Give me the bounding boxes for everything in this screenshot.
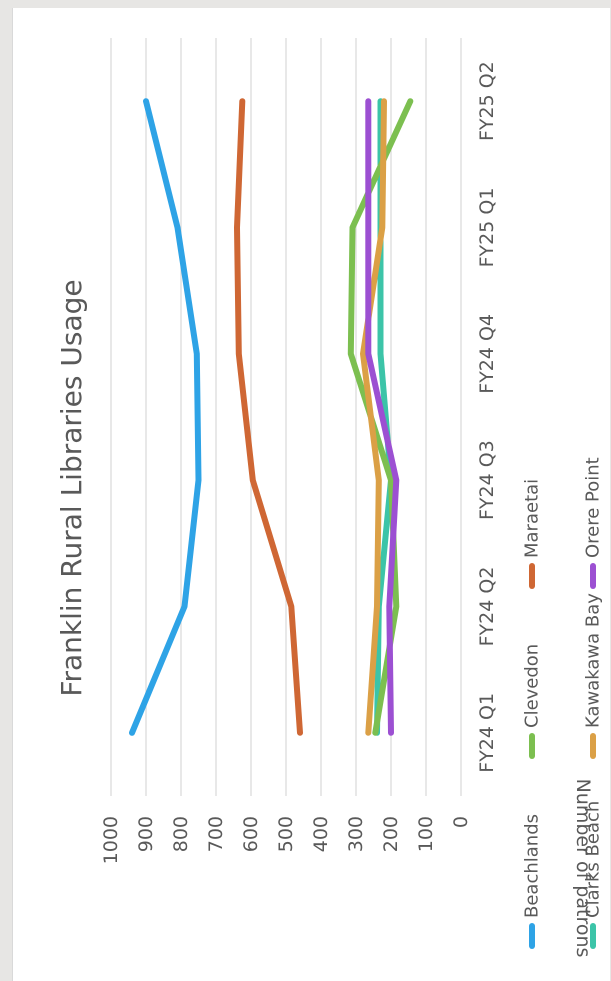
x-tick-label: FY24 Q1 [476, 693, 498, 773]
y-tick-label: 900 [135, 816, 157, 852]
y-tick-label: 200 [380, 816, 402, 852]
y-tick-label: 500 [275, 816, 297, 852]
gridlines [110, 38, 462, 796]
chart-title: Franklin Rural Libraries Usage [55, 279, 88, 696]
legend-label: Clarks Beach [583, 801, 604, 918]
y-tick-label: 600 [240, 816, 262, 852]
series-line-kawakawa-bay [360, 98, 387, 736]
y-tick-label: 1000 [100, 816, 122, 864]
x-tick-label: FY24 Q4 [476, 314, 498, 394]
x-tick-label: FY24 Q2 [476, 567, 498, 647]
x-axis-ticks: FY24 Q1 FY24 Q2 FY24 Q3 FY24 Q4 FY25 Q1 FY25 … [476, 61, 498, 772]
line-chart: 0 100 200 300 400 500 600 700 800 900 1000 FY24 Q1… [55, 38, 604, 958]
y-tick-label: 400 [310, 816, 332, 852]
chart-frame: 0 100 200 300 400 500 600 700 800 900 1000 FY24 Q1… [12, 8, 610, 981]
y-tick-label: 700 [205, 816, 227, 852]
legend-label: Orere Point [583, 457, 604, 558]
legend-label: Kawakawa Bay [583, 593, 604, 728]
series-lines [129, 98, 414, 736]
x-tick-label: FY24 Q3 [476, 440, 498, 520]
series-line-orere-point [365, 98, 400, 736]
y-tick-label: 800 [170, 816, 192, 852]
series-line-beachlands [129, 98, 202, 736]
y-axis-ticks: 0 100 200 300 400 500 600 700 800 900 1000 [100, 816, 472, 864]
y-tick-label: 300 [345, 816, 367, 852]
legend-label: Clevedon [522, 644, 543, 728]
series-line-maraetai [234, 98, 303, 736]
x-tick-label: FY25 Q2 [476, 61, 498, 141]
y-axis-title: Number of patrons [572, 779, 594, 958]
legend: Beachlands Clarks Beach Clevedon Kawakawa B… [522, 457, 604, 949]
legend-label: Maraetai [522, 479, 543, 558]
x-tick-label: FY25 Q1 [476, 188, 498, 268]
y-tick-label: 0 [450, 816, 472, 828]
legend-label: Beachlands [522, 814, 543, 918]
y-tick-label: 100 [415, 816, 437, 852]
